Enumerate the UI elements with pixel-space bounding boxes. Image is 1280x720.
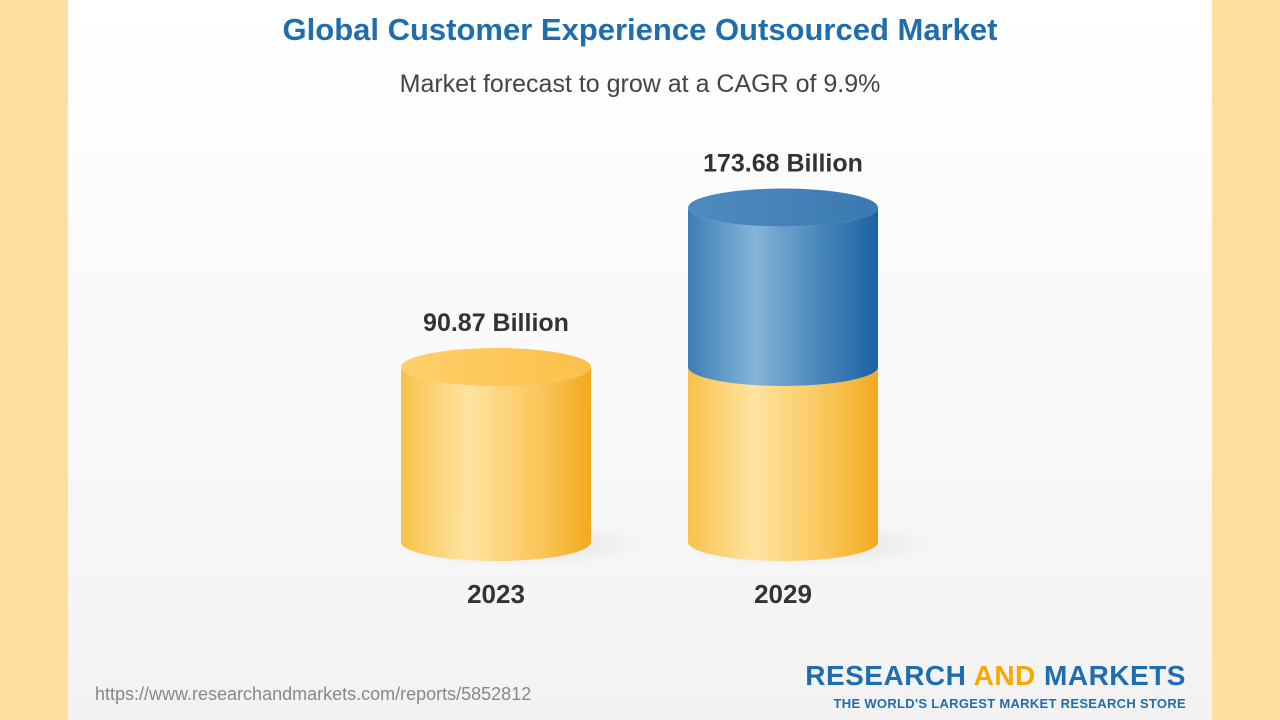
brand-logo[interactable]: RESEARCH AND MARKETS THE WORLD'S LARGEST… (805, 660, 1186, 711)
bar-top-2029 (688, 188, 878, 227)
chart-subtitle: Market forecast to grow at a CAGR of 9.9… (399, 70, 881, 98)
data-label-2023: 90.87 Billion (423, 309, 569, 337)
bar-chart: 90.87 Billion 2023 173.68 Billion 2029 (396, 150, 933, 609)
chart-card: Global Customer Experience Outsourced Ma… (68, 0, 1212, 720)
bar-base-segment-2029 (688, 367, 878, 561)
bar-2023 (401, 367, 591, 561)
chart-title: Global Customer Experience Outsourced Ma… (282, 12, 998, 47)
report-url[interactable]: https://www.researchandmarkets.com/repor… (95, 684, 532, 704)
brand-tagline: THE WORLD'S LARGEST MARKET RESEARCH STOR… (833, 696, 1186, 711)
data-label-2029: 173.68 Billion (703, 150, 863, 178)
bar-growth-segment-2029 (688, 207, 878, 386)
brand-name: RESEARCH AND MARKETS (805, 660, 1186, 691)
x-tick-label-2023: 2023 (467, 579, 525, 609)
x-tick-label-2029: 2029 (754, 579, 812, 609)
bar-top-2023 (401, 348, 591, 386)
